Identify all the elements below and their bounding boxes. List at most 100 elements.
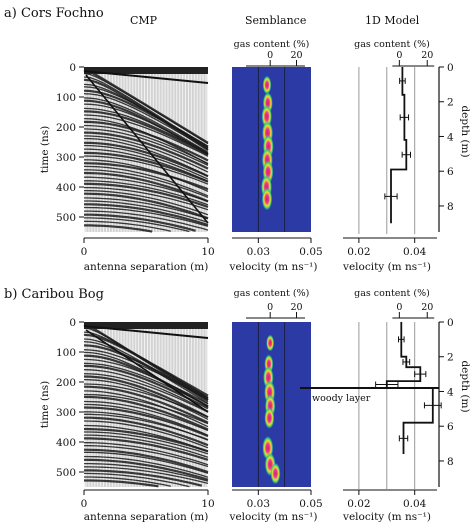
cmp-reflection xyxy=(83,383,209,418)
cmp-reflection xyxy=(83,393,209,425)
cmp-reflection xyxy=(83,103,209,154)
model-depth-tick-label: 2 xyxy=(447,352,454,364)
cmp-reflection xyxy=(83,169,209,199)
cmp-gather xyxy=(83,67,209,233)
cmp-reflection xyxy=(83,448,209,474)
cmp-reflection xyxy=(83,458,209,481)
cmp-reflection xyxy=(83,362,209,407)
cmp-ytick-label: 300 xyxy=(56,407,76,419)
model-gas-tick-label: 0 xyxy=(396,50,402,61)
cmp-reflection xyxy=(83,151,209,183)
cmp-reflection xyxy=(84,479,159,488)
cmp-reflection xyxy=(83,466,209,485)
cmp-reflection xyxy=(84,200,209,224)
model-gas-tick-label: 0 xyxy=(396,302,402,313)
cmp-reflection xyxy=(83,189,209,216)
cmp-ytick-label: 200 xyxy=(56,122,76,134)
cmp-reflection xyxy=(83,131,209,170)
cmp-reflection xyxy=(84,203,209,226)
semblance-xtick-label: 0.03 xyxy=(247,246,270,258)
semblance-gas-label: gas content (%) xyxy=(234,288,310,299)
cmp-reflection xyxy=(83,162,209,191)
woody-layer-label: woody layer xyxy=(312,393,371,404)
cmp-reflection xyxy=(83,197,209,220)
cmp-reflection xyxy=(84,213,196,232)
cmp-reflection xyxy=(83,128,209,166)
cmp-reflection xyxy=(84,186,209,211)
model-xtick-label: 0.02 xyxy=(347,246,370,258)
cmp-reflection xyxy=(84,451,209,474)
cmp-reflection xyxy=(83,385,209,424)
cmp-reflection xyxy=(83,333,209,397)
model-xtick-label: 0.02 xyxy=(347,498,370,510)
cmp-reflection xyxy=(83,406,209,438)
model-depth-tick-label: 4 xyxy=(447,386,454,398)
cmp-reflection xyxy=(83,135,209,173)
semblance-xtick-label: 0.03 xyxy=(247,498,270,510)
cmp-reflection xyxy=(83,110,209,156)
cmp-reflection xyxy=(83,144,209,180)
model-gas-tick-label: 20 xyxy=(421,302,433,313)
semblance-peak xyxy=(262,75,272,95)
cmp-reflection xyxy=(83,89,209,148)
cmp-airwave xyxy=(83,325,209,339)
model-depth-tick-label: 0 xyxy=(447,317,454,329)
cmp-xtick-label: 0 xyxy=(81,498,88,510)
model-depth-tick-label: 6 xyxy=(447,421,454,433)
cmp-reflection xyxy=(83,390,209,428)
panel-b-title: b) Caribou Bog xyxy=(4,287,104,302)
cmp-reflection xyxy=(83,472,190,488)
cmp-ytick-label: 0 xyxy=(69,317,76,329)
model-depth-tick-label: 4 xyxy=(447,131,454,143)
cmp-ytick-label: 0 xyxy=(69,62,76,74)
cmp-reflection xyxy=(83,427,209,453)
cmp-reflection xyxy=(84,445,209,468)
semblance-xtick-label: 0.05 xyxy=(299,246,322,258)
model-depth-tick-label: 2 xyxy=(447,97,454,109)
cmp-reflection xyxy=(83,97,209,153)
cmp-reflection xyxy=(83,349,209,401)
model-depth-tick-label: 6 xyxy=(447,166,454,178)
cmp-ytick-label: 300 xyxy=(56,152,76,164)
cmp-ytick-label: 500 xyxy=(56,212,76,224)
cmp-reflection xyxy=(83,206,209,227)
model-xtick-label: 0.04 xyxy=(403,246,427,258)
model-depth-label: depth (m) xyxy=(459,105,471,157)
cmp-reflection xyxy=(83,373,209,413)
cmp-ytick-label: 500 xyxy=(56,467,76,479)
cmp-reflection xyxy=(84,442,209,466)
cmp-reflection xyxy=(84,437,209,461)
cmp-reflection xyxy=(83,354,209,408)
model-depth-tick-label: 8 xyxy=(447,201,454,213)
cmp-reflection xyxy=(83,400,209,432)
cmp-reflection xyxy=(83,395,209,431)
semblance-xlabel: velocity (m ns⁻¹) xyxy=(229,261,318,273)
cmp-airwave xyxy=(83,70,209,84)
semblance-gas-tick-label: 20 xyxy=(290,50,302,61)
cmp-reflection xyxy=(84,462,209,482)
cmp-reflection xyxy=(84,210,209,231)
cmp-first-break xyxy=(84,67,208,74)
cmp-reflection xyxy=(83,171,209,203)
cmp-column-title: CMP xyxy=(130,14,158,27)
cmp-ytick-label: 400 xyxy=(56,182,76,194)
semblance-peak xyxy=(270,462,281,485)
model-panel: 0 2 4 6 8 depth (m) xyxy=(358,62,471,234)
cmp-reflection xyxy=(84,434,209,458)
cmp-reflection xyxy=(83,455,209,478)
panel-a-title: a) Cors Fochno xyxy=(4,6,104,21)
semblance-xlabel: velocity (m ns⁻¹) xyxy=(229,511,318,523)
model-column-title: 1D Model xyxy=(365,14,420,27)
semblance-gas-label: gas content (%) xyxy=(234,39,310,50)
cmp-groundwave xyxy=(85,329,209,413)
cmp-first-break xyxy=(84,322,208,329)
semblance-xtick-label: 0.05 xyxy=(299,498,322,510)
cmp-reflection xyxy=(83,378,209,420)
cmp-reflection xyxy=(83,120,209,162)
cmp-reflection xyxy=(83,220,171,232)
model-panel: 0 2 4 6 8 depth (m) woody layer xyxy=(300,317,471,489)
cmp-xlabel: antenna separation (m) xyxy=(84,511,209,523)
cmp-ytick-label: 100 xyxy=(56,92,76,104)
